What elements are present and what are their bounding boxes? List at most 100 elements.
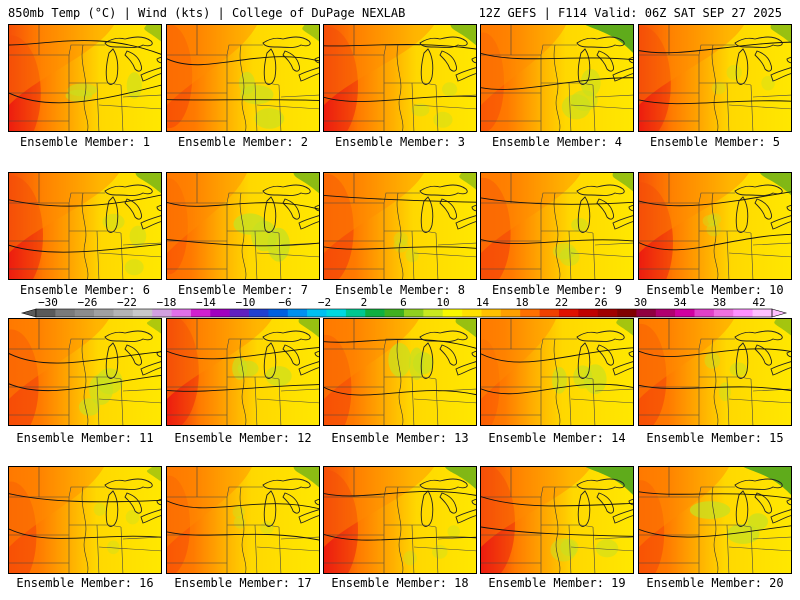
warm-anomaly-area	[324, 26, 358, 131]
state-border	[96, 230, 100, 279]
lake-outline	[156, 56, 161, 64]
state-border	[568, 230, 572, 279]
lake-outline	[298, 215, 319, 230]
cold-area	[459, 173, 476, 190]
colorbar-segment	[384, 309, 405, 317]
colorbar-segment	[675, 309, 695, 317]
colorbar-segment	[752, 309, 773, 317]
state-border	[750, 232, 754, 279]
isotherm-contour	[167, 239, 319, 247]
colorbar-segment	[210, 309, 230, 317]
cold-area	[298, 319, 319, 338]
state-border	[570, 398, 633, 404]
isotherm-contour	[167, 384, 319, 392]
lake-outline	[735, 48, 749, 85]
isotherm-contour	[481, 347, 633, 363]
colorbar-segment	[733, 309, 753, 317]
lake-outline	[471, 56, 476, 64]
state-border	[752, 388, 791, 392]
state-border	[227, 376, 280, 380]
lake-outline	[735, 490, 749, 527]
cool-patch	[239, 85, 274, 105]
isotherm-contour	[639, 525, 791, 538]
state-border	[592, 232, 596, 279]
map-panel-member-6	[8, 172, 162, 280]
river-line	[553, 338, 561, 425]
lake-outline	[455, 67, 476, 82]
state-border	[437, 242, 476, 246]
temperature-map	[481, 319, 633, 425]
colorbar-tick-label: 38	[713, 296, 726, 309]
cool-patch	[267, 227, 290, 262]
map-panel-member-16	[8, 466, 162, 574]
state-border	[384, 230, 437, 234]
colorbar-segment	[249, 309, 269, 317]
colorbar-tick-label: 22	[555, 296, 568, 309]
state-border	[752, 94, 791, 98]
cool-patch	[126, 72, 142, 99]
state-border	[541, 82, 594, 86]
map-panel-member-15	[638, 318, 792, 426]
lake-outline	[140, 361, 161, 376]
member-label: Ensemble Member: 15	[646, 431, 784, 445]
isotherm-contour	[167, 201, 319, 210]
warm-anomaly-area	[9, 481, 37, 573]
colorbar-segment	[481, 309, 502, 317]
state-border	[413, 398, 476, 404]
lake-outline	[628, 350, 633, 358]
member-label: Ensemble Member: 8	[334, 283, 466, 297]
cool-patch	[232, 356, 248, 380]
colorbar-segment	[597, 309, 618, 317]
lake-outline	[420, 196, 434, 233]
state-border	[254, 82, 258, 131]
cool-patch	[232, 505, 246, 519]
colorbar-segment	[578, 309, 598, 317]
lake-outline	[104, 36, 153, 48]
river-line	[553, 192, 561, 279]
cool-patch	[254, 108, 285, 129]
river-line	[81, 192, 89, 279]
colorbar-tick-label: 14	[476, 296, 490, 309]
lake-outline	[140, 509, 161, 524]
cool-patch	[96, 368, 123, 395]
state-border	[750, 526, 754, 573]
lake-outline	[735, 342, 749, 379]
cool-patch	[67, 83, 98, 97]
member-label: Ensemble Member: 5	[649, 135, 781, 149]
lake-outline	[263, 342, 277, 379]
lake-outline	[104, 184, 153, 196]
colorbar-tick-label: −10	[236, 296, 256, 309]
lake-outline	[439, 344, 457, 366]
state-border	[122, 388, 161, 392]
state-border	[256, 252, 319, 258]
state-border	[435, 84, 439, 131]
cold-area	[455, 319, 476, 338]
map-panel-member-13	[323, 318, 477, 426]
cold-area	[616, 319, 633, 336]
cool-patch	[93, 502, 106, 516]
member-label: Ensemble Member: 2	[177, 135, 309, 149]
colorbar-tick-label: −14	[196, 296, 216, 309]
temperature-colorbar: −30 −26 −22 −18 −14 −10 −6 −2 2 6 10 14 18 22 26 30 34 38…	[20, 296, 788, 318]
state-border	[280, 536, 319, 540]
cool-patch	[129, 225, 147, 247]
colorbar-tick-label: 18	[515, 296, 528, 309]
cold-area	[585, 25, 633, 53]
state-border	[256, 104, 319, 110]
cool-patch	[689, 501, 731, 519]
state-border	[435, 526, 439, 573]
warm-anomaly-area	[167, 178, 188, 275]
isotherm-contour	[324, 246, 476, 250]
colorbar-segment	[442, 309, 463, 317]
state-border	[594, 94, 633, 98]
colorbar-segment	[462, 309, 482, 317]
state-border	[699, 376, 752, 380]
map-panel-member-4	[480, 24, 634, 132]
colorbar-segment	[365, 309, 385, 317]
state-border	[570, 546, 633, 552]
state-border	[120, 232, 124, 279]
warm-anomaly-area	[324, 173, 354, 279]
map-panel-member-5	[638, 24, 792, 132]
state-border	[568, 376, 572, 425]
cool-patch	[704, 352, 721, 369]
